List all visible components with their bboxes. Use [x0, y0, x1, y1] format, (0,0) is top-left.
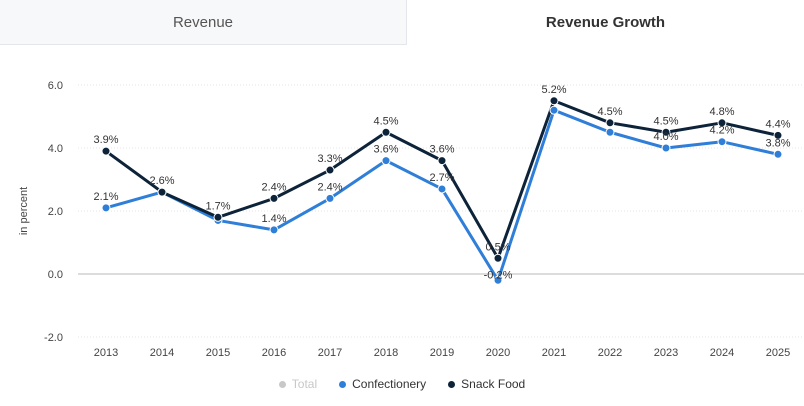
legend-marker-icon: [448, 380, 456, 388]
data-label: 3.3%: [317, 153, 342, 165]
y-tick-label: 2.0: [48, 206, 63, 218]
x-tick-label: 2014: [150, 347, 174, 359]
y-tick-label: 4.0: [48, 143, 63, 155]
data-label: 0.5%: [485, 241, 510, 253]
data-label: 1.7%: [205, 200, 230, 212]
data-label: 2.1%: [93, 191, 118, 203]
data-point[interactable]: [605, 127, 615, 137]
y-axis-title: in percent: [18, 187, 30, 235]
chart-legend: Total Confectionery Snack Food: [0, 375, 804, 393]
data-point[interactable]: [773, 149, 783, 159]
legend-label: Snack Food: [461, 377, 526, 391]
data-point[interactable]: [549, 105, 559, 115]
x-tick-label: 2022: [598, 347, 622, 359]
y-tick-label: -2.0: [44, 332, 63, 344]
y-tick-label: 6.0: [48, 80, 63, 92]
data-point[interactable]: [381, 156, 391, 166]
legend-item-total[interactable]: Total: [278, 375, 318, 393]
x-tick-label: 2021: [542, 347, 566, 359]
x-tick-label: 2018: [374, 347, 398, 359]
data-label: 3.9%: [93, 134, 118, 146]
data-point[interactable]: [325, 193, 335, 203]
x-tick-label: 2023: [654, 347, 678, 359]
data-label: 4.2%: [709, 125, 734, 137]
data-point[interactable]: [101, 203, 111, 213]
legend-marker-icon: [278, 380, 286, 388]
data-point[interactable]: [717, 118, 727, 128]
data-label: 4.5%: [653, 115, 678, 127]
data-point[interactable]: [605, 118, 615, 128]
data-label: 3.8%: [765, 137, 790, 149]
data-point[interactable]: [661, 127, 671, 137]
data-point[interactable]: [493, 253, 503, 263]
data-label: 4.4%: [765, 118, 790, 130]
data-label: 3.6%: [429, 144, 454, 156]
data-point[interactable]: [101, 146, 111, 156]
x-tick-label: 2025: [766, 347, 790, 359]
data-point[interactable]: [213, 212, 223, 222]
data-label: 1.4%: [261, 213, 286, 225]
x-tick-label: 2015: [206, 347, 230, 359]
data-point[interactable]: [325, 165, 335, 175]
data-point[interactable]: [381, 127, 391, 137]
data-label: 3.6%: [373, 144, 398, 156]
legend-label: Total: [291, 377, 318, 391]
data-point[interactable]: [493, 275, 503, 285]
legend-marker-icon: [339, 380, 347, 388]
x-tick-label: 2017: [318, 347, 342, 359]
data-label: 4.5%: [597, 106, 622, 118]
data-point[interactable]: [269, 225, 279, 235]
data-point[interactable]: [269, 193, 279, 203]
data-label: -0.2%: [484, 269, 513, 281]
tab-revenue-growth[interactable]: Revenue Growth: [407, 0, 804, 45]
y-tick-label: 0.0: [48, 269, 63, 281]
data-label: 5.2%: [541, 84, 566, 96]
data-label: 2.4%: [261, 181, 286, 193]
x-tick-label: 2020: [486, 347, 510, 359]
data-label: 4.5%: [373, 115, 398, 127]
data-label: 4.0%: [653, 131, 678, 143]
data-point[interactable]: [157, 187, 167, 197]
data-point[interactable]: [437, 156, 447, 166]
x-tick-label: 2024: [710, 347, 734, 359]
data-label: 2.4%: [317, 181, 342, 193]
data-point[interactable]: [437, 184, 447, 194]
x-tick-label: 2019: [430, 347, 454, 359]
data-point[interactable]: [717, 137, 727, 147]
x-tick-label: 2013: [94, 347, 118, 359]
data-point[interactable]: [773, 130, 783, 140]
x-tick-label: 2016: [262, 347, 286, 359]
data-label: 2.6%: [149, 175, 174, 187]
tab-bar: Revenue Revenue Growth: [0, 0, 804, 45]
legend-item-confectionery[interactable]: Confectionery: [339, 375, 426, 393]
legend-label: Confectionery: [352, 377, 427, 391]
data-label: 4.8%: [709, 106, 734, 118]
legend-item-snack-food[interactable]: Snack Food: [448, 375, 525, 393]
line-chart: 6.0 4.0 2.0 0.0 -2.0 in percent 2013 2014 2015 20…: [18, 80, 804, 359]
data-label: 2.7%: [429, 172, 454, 184]
data-point[interactable]: [549, 96, 559, 106]
tab-revenue[interactable]: Revenue: [0, 0, 407, 45]
data-point[interactable]: [661, 143, 671, 153]
